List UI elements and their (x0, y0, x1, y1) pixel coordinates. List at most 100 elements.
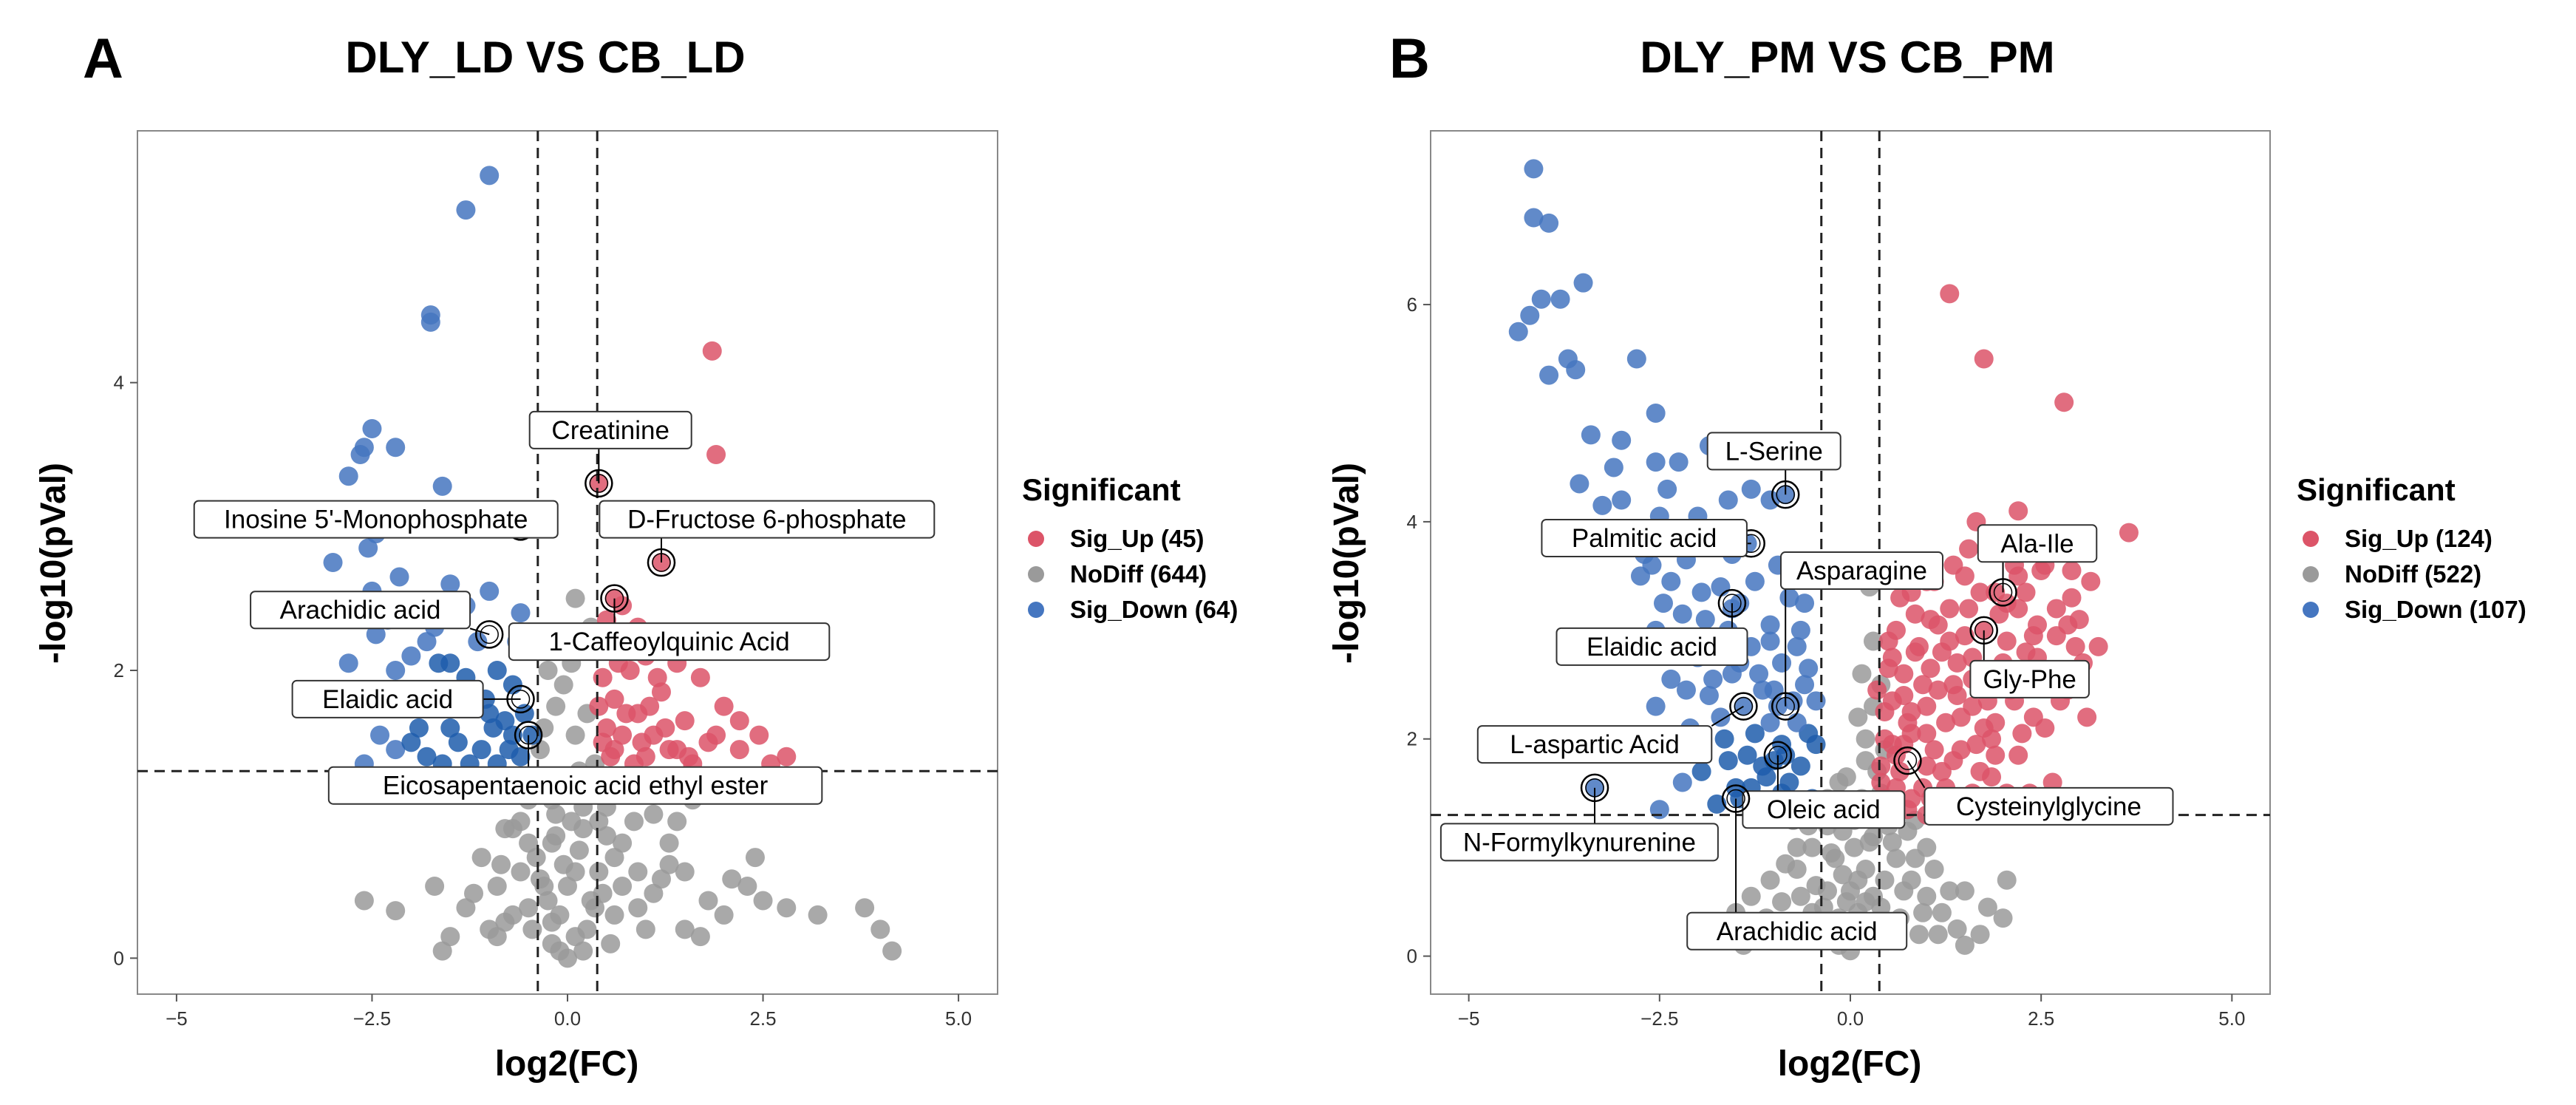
panel-a-point-nodiff (487, 927, 507, 947)
panel-b-highlight-ring (1763, 741, 1793, 770)
panel-b-point-up (1894, 664, 1914, 684)
panel-b-label-text: Cysteinylglycine (1956, 792, 2141, 821)
panel-b-label-connector (1711, 705, 1744, 727)
panel-b-point-nodiff (1741, 886, 1761, 906)
panel-b-point-nodiff (1856, 892, 1875, 912)
panel-a-point-nodiff (538, 891, 558, 911)
panel-a-point-down (386, 740, 406, 760)
panel-a-label-box (327, 766, 823, 805)
panel-a-highlight-ring-inner (511, 690, 531, 709)
panel-b-x-axis-title: log2(FC) (1778, 1044, 1922, 1084)
panel-b-point-down (1749, 664, 1769, 684)
panel-a-point-nodiff (753, 891, 773, 911)
panel-a-point-nodiff (526, 848, 546, 868)
panel-b-x-tick-label: 2.5 (2028, 1007, 2054, 1030)
panel-b-point-down (1772, 653, 1792, 673)
panel-a-point-nodiff (573, 941, 593, 961)
panel-letter-b: B (1389, 27, 1430, 90)
panel-a-point-nodiff (589, 862, 609, 882)
panel-b-point-down (1672, 772, 1692, 792)
panel-a-point-nodiff (577, 919, 597, 939)
panel-b-point-down (1642, 555, 1662, 575)
panel-a-legend-label-up: Sig_Up (45) (1070, 525, 1204, 552)
panel-b-point-nodiff (1882, 832, 1902, 852)
panel-a-point-nodiff (530, 740, 550, 760)
panel-b-point-up (2065, 636, 2085, 656)
panel-b-point-up (1997, 631, 2017, 651)
panel-b-point-up (2062, 561, 2082, 581)
panel-b-point-nodiff (1852, 664, 1872, 684)
panel-b-y-tick-label: 6 (1407, 293, 1417, 316)
panel-b-point-up (1890, 588, 1910, 608)
panel-b-point-down (1795, 594, 1815, 613)
panel-b-point-down (1745, 724, 1765, 744)
panel-a-point-down (432, 476, 452, 496)
panel-b-point-up (1882, 691, 1902, 711)
panel-a-point-nodiff (628, 862, 648, 882)
panel-a-point-nodiff (855, 898, 875, 918)
panel-b-point-up (1955, 566, 1974, 586)
panel-b-point-nodiff (1940, 881, 1960, 901)
panel-b-legend-label-down: Sig_Down (107) (2345, 596, 2526, 623)
panel-b-label-box (1541, 518, 1748, 557)
panel-b-point-nodiff (1993, 908, 2013, 928)
panel-b-point-nodiff (1760, 870, 1780, 890)
panel-b-point-up (1871, 772, 1891, 792)
panel-a-point-nodiff (495, 819, 515, 839)
panel-b-point-down (1787, 636, 1807, 656)
panel-b-point-down (1691, 582, 1711, 602)
panel-a-highlight-ring-inner (589, 474, 609, 493)
panel-b-point-down (1760, 631, 1780, 651)
panel-a-point-down (483, 718, 503, 738)
panel-a-point-nodiff (546, 696, 566, 716)
panel-a-point-down (420, 312, 440, 332)
panel-a-point-nodiff (569, 840, 589, 860)
panel-b-legend-swatch-nodiff (2303, 566, 2319, 582)
panel-b-label-box (1556, 627, 1748, 666)
panel-a-point-down (417, 632, 437, 652)
panel-a-point-nodiff (432, 941, 452, 961)
panel-a-point-down (366, 625, 386, 645)
panel-a-point-up (604, 740, 624, 760)
panel-a-highlight-ring (647, 548, 676, 577)
panel-a-point-nodiff (667, 812, 687, 832)
panel-a-point-up (651, 682, 671, 702)
panel-b-point-up (1924, 740, 1944, 760)
panel-b-point-down (1581, 425, 1601, 445)
panel-b-point-up (2077, 707, 2097, 727)
panel-b-point-down (1646, 452, 1666, 472)
panel-b-highlight-ring (1969, 616, 1998, 645)
panel-a-point-nodiff (589, 812, 609, 832)
panel-b-title: DLY_PM VS CB_PM (1640, 33, 2054, 82)
panel-b-point-nodiff (1955, 881, 1974, 901)
panel-b-point-down (1760, 490, 1780, 510)
panel-b-point-nodiff (1844, 837, 1864, 857)
panel-b-highlight-ring-inner (1726, 789, 1745, 809)
panel-a-label-text: 1-Caffeoylquinic Acid (548, 628, 789, 656)
panel-b-highlight-ring-inner (1776, 696, 1795, 716)
panel-a-point-down (386, 661, 406, 680)
panel-b-label-connector (1907, 760, 1926, 789)
panel-b-point-up (1982, 767, 2002, 787)
panel-b-point-nodiff (1997, 870, 2017, 890)
panel-a-point-nodiff (519, 898, 539, 918)
panel-b-point-down (1508, 322, 1528, 341)
panel-b-point-up (1986, 745, 2006, 765)
panel-a-point-down (386, 438, 406, 458)
panel-a-x-tick-label: −2.5 (353, 1007, 391, 1030)
panel-a-legend-swatch-down (1028, 602, 1044, 618)
panel-a-y-tick-label: 0 (114, 947, 124, 969)
panel-a-highlight-ring-inner (519, 725, 538, 745)
panel-b-point-nodiff (1909, 925, 1929, 945)
panel-b-label-text: Arachidic acid (1717, 917, 1878, 946)
panel-b-point-down (1524, 208, 1544, 228)
panel-a-y-tick-label: 4 (114, 372, 124, 394)
panel-a-point-nodiff (690, 927, 710, 947)
panel-b-point-nodiff (1886, 849, 1906, 868)
panel-a-point-up (690, 667, 710, 687)
panel-b-point-down (1760, 713, 1780, 732)
panel-b-point-down (1779, 588, 1799, 608)
panel-a-label-box (193, 500, 559, 539)
panel-a-point-nodiff (601, 934, 621, 953)
panel-b-highlight-ring-inner (1768, 746, 1788, 765)
